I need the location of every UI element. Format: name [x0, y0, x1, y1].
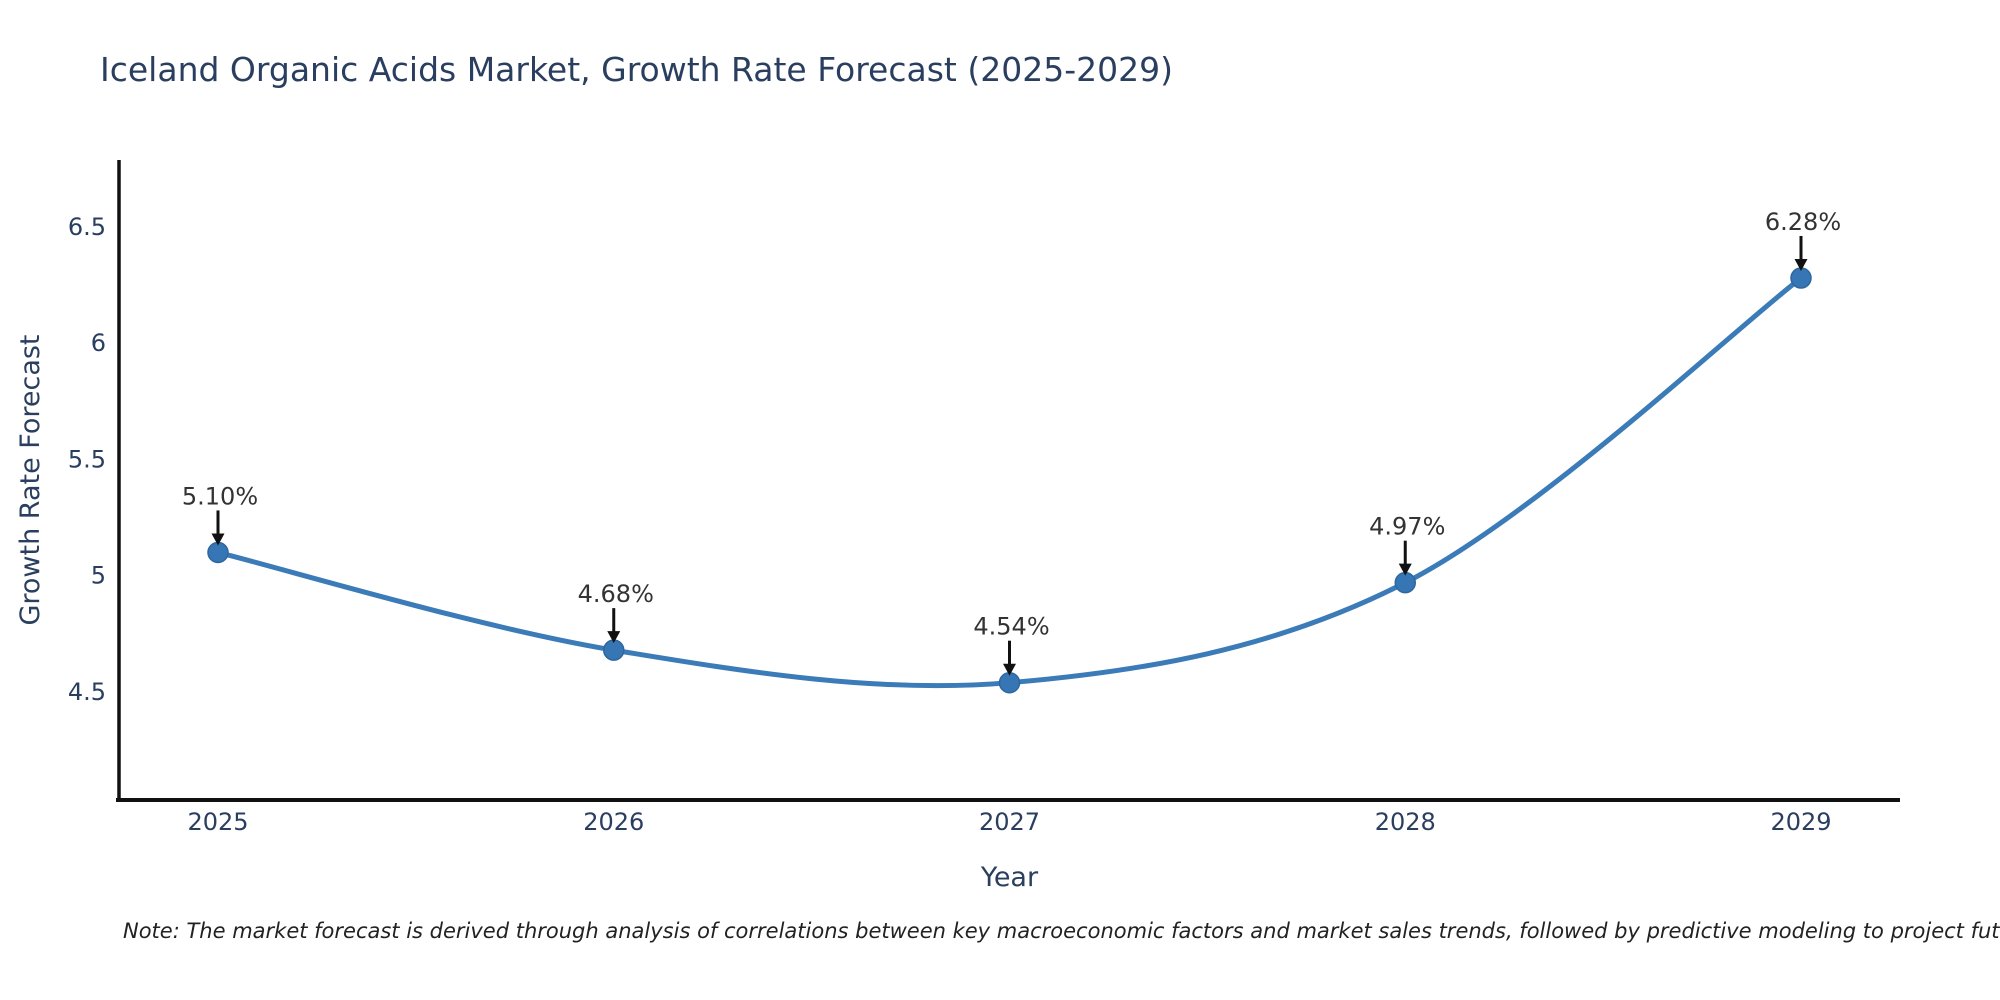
y-tick-label: 4.5 — [68, 678, 106, 706]
annotation-arrowhead — [1398, 563, 1412, 576]
x-tick-label: 2029 — [1770, 808, 1831, 836]
chart-title: Iceland Organic Acids Market, Growth Rat… — [100, 50, 1173, 89]
y-tick-label: 5.5 — [68, 445, 106, 473]
footnote: Note: The market forecast is derived thr… — [123, 919, 2000, 943]
annotation-label: 6.28% — [1765, 208, 1841, 236]
annotation-arrowhead — [211, 533, 225, 546]
annotation-arrowhead — [607, 631, 621, 644]
y-tick-label: 6 — [91, 329, 106, 357]
annotation-label: 4.54% — [973, 613, 1049, 641]
annotation-arrowhead — [1794, 258, 1808, 271]
y-tick-label: 5 — [91, 562, 106, 590]
annotation-label: 4.68% — [578, 580, 654, 608]
x-tick-label: 2027 — [979, 808, 1040, 836]
y-tick-label: 6.5 — [68, 213, 106, 241]
x-tick-label: 2026 — [583, 808, 644, 836]
annotation-label: 4.97% — [1369, 513, 1445, 541]
x-tick-label: 2028 — [1375, 808, 1436, 836]
x-tick-label: 2025 — [187, 808, 248, 836]
annotation-arrowhead — [1003, 663, 1016, 676]
x-axis-title: Year — [980, 862, 1039, 893]
annotation-label: 5.10% — [182, 482, 258, 510]
y-axis-title: Growth Rate Forecast — [15, 334, 46, 625]
